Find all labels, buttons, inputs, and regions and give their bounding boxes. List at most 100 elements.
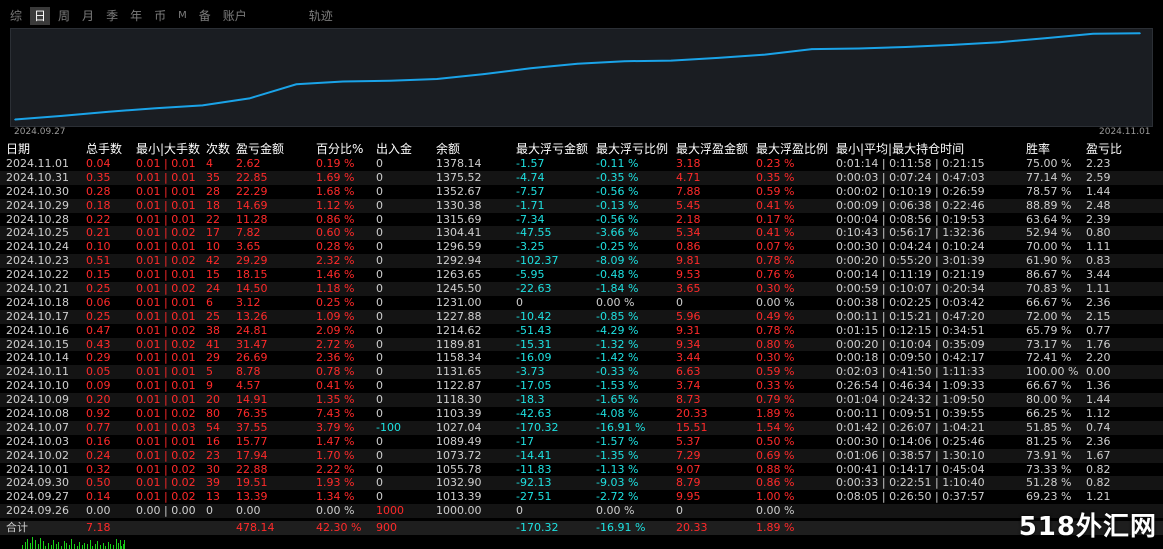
cell-max-float-profit: 3.74 <box>676 379 701 393</box>
equity-point-21 <box>998 41 1001 43</box>
cell-max-float-profit-pct: 0.33 % <box>756 379 795 393</box>
tab-daily[interactable]: 日 <box>30 7 51 25</box>
table-row[interactable]: 2024.10.31 0.35 0.01 | 0.01 35 22.85 1.69 % 0 1… <box>0 170 1163 185</box>
table-row[interactable]: 2024.10.14 0.29 0.01 | 0.01 29 26.69 2.36 % 0 1… <box>0 351 1163 365</box>
cell-max-float-loss: -7.57 <box>516 184 545 198</box>
table-row[interactable]: 2024.10.23 0.51 0.01 | 0.02 42 29.29 2.32 % 0 1… <box>0 254 1163 269</box>
header-hold-time[interactable]: 最小|平均|最大持仓时间 <box>836 142 965 156</box>
tab-overview[interactable]: 综 <box>10 9 23 23</box>
header-max-float-loss[interactable]: 最大浮亏金额 <box>516 142 589 156</box>
header-total-lots[interactable]: 总手数 <box>86 142 123 156</box>
table-row[interactable]: 2024.10.16 0.47 0.01 | 0.02 38 24.81 2.09 % 0 1… <box>0 324 1163 338</box>
equity-point-9 <box>436 78 438 80</box>
table-row[interactable]: 2024.09.26 0.00 0.00 | 0.00 0 0.00 0.00 % 1000… <box>0 504 1163 519</box>
header-max-float-profit-pct[interactable]: 最大浮盈比例 <box>756 142 829 156</box>
table-row[interactable]: 2024.10.10 0.09 0.01 | 0.01 9 4.57 0.41 % 0 112… <box>0 379 1163 393</box>
table-row[interactable]: 2024.09.27 0.14 0.01 | 0.02 13 13.39 1.34 % 0 1… <box>0 490 1163 504</box>
table-row[interactable]: 2024.10.11 0.05 0.01 | 0.01 5 8.78 0.78 % 0 113… <box>0 365 1163 380</box>
cell-trade-count: 13 <box>206 490 220 504</box>
cell-hold-time: 0:00:14 | 0:11:19 | 0:21:19 <box>836 268 985 282</box>
table-row[interactable]: 2024.10.01 0.32 0.01 | 0.02 30 22.88 2.22 % 0 1… <box>0 463 1163 477</box>
header-pnl-amount[interactable]: 盈亏金额 <box>236 142 285 156</box>
equity-point-15 <box>717 57 719 59</box>
table-row[interactable]: 2024.10.09 0.20 0.01 | 0.01 20 14.91 1.35 % 0 1… <box>0 393 1163 408</box>
tab-magic[interactable]: M <box>178 10 187 21</box>
cell-total-lots: 0.06 <box>86 295 111 309</box>
tab-quarterly[interactable]: 季 <box>106 9 119 23</box>
table-row[interactable]: 2024.10.30 0.28 0.01 | 0.01 28 22.29 1.68 % 0 1… <box>0 185 1163 199</box>
table-row[interactable]: 2024.10.24 0.10 0.01 | 0.01 10 3.65 0.28 % 0 12… <box>0 240 1163 254</box>
equity-curve-chart <box>10 28 1153 127</box>
cell-trade-count: 42 <box>206 254 220 268</box>
equity-point-6 <box>295 83 298 86</box>
table-row[interactable]: 2024.10.03 0.16 0.01 | 0.01 16 15.77 1.47 % 0 1… <box>0 435 1163 449</box>
tab-weekly[interactable]: 周 <box>58 9 71 23</box>
tab-notes[interactable]: 备 <box>198 9 211 23</box>
table-row[interactable]: 2024.10.08 0.92 0.01 | 0.02 80 76.35 7.43 % 0 1… <box>0 407 1163 421</box>
cell-win-rate: 52.94 % <box>1026 226 1072 240</box>
cell-pnl-percent: 1.69 % <box>316 170 355 184</box>
cell-hold-time: 0:00:20 | 0:55:20 | 3:01:39 <box>836 254 985 268</box>
tab-yearly[interactable]: 年 <box>130 9 143 23</box>
cell-total-lots: 0.25 <box>86 282 111 296</box>
cell-max-float-loss: -11.83 <box>516 462 552 476</box>
header-profit-factor[interactable]: 盈亏比 <box>1086 142 1123 156</box>
tab-account[interactable]: 账户 <box>222 9 247 23</box>
header-max-float-profit[interactable]: 最大浮盈金额 <box>676 142 749 156</box>
cell-balance: 1131.65 <box>436 365 482 379</box>
cell-profit-factor: 1.36 <box>1086 379 1111 393</box>
cell-max-float-profit-pct: 0.86 % <box>756 476 795 490</box>
table-row[interactable]: 2024.10.25 0.21 0.01 | 0.02 17 7.82 0.60 % 0 13… <box>0 226 1163 241</box>
header-min-max-lots[interactable]: 最小|大手数 <box>136 142 201 156</box>
cell-trade-count: 25 <box>206 309 220 323</box>
cell-date: 2024.10.03 <box>6 434 69 448</box>
table-row[interactable]: 2024.09.30 0.50 0.01 | 0.02 39 19.51 1.93 % 0 1… <box>0 476 1163 491</box>
cell-min-max-lots: 0.01 | 0.02 <box>136 254 196 268</box>
table-row[interactable]: 2024.10.17 0.25 0.01 | 0.01 25 13.26 1.09 % 0 1… <box>0 309 1163 324</box>
cell-total-lots: 0.18 <box>86 198 111 212</box>
cell-total-lots: 0.24 <box>86 448 111 462</box>
table-row[interactable]: 2024.11.01 0.04 0.01 | 0.01 4 2.62 0.19 % 0 137… <box>0 157 1163 171</box>
header-date[interactable]: 日期 <box>6 142 31 156</box>
equity-point-0 <box>14 118 16 121</box>
table-row[interactable]: 2024.10.02 0.24 0.01 | 0.02 23 17.94 1.70 % 0 1… <box>0 448 1163 463</box>
table-row[interactable]: 2024.10.15 0.43 0.01 | 0.02 41 31.47 2.72 % 0 1… <box>0 337 1163 352</box>
header-balance[interactable]: 余额 <box>436 142 461 156</box>
tab-trajectory[interactable]: 轨迹 <box>308 9 333 23</box>
header-win-rate[interactable]: 胜率 <box>1026 142 1051 156</box>
table-row[interactable]: 2024.10.21 0.25 0.01 | 0.02 24 14.50 1.18 % 0 1… <box>0 282 1163 296</box>
tab-monthly[interactable]: 月 <box>82 9 95 23</box>
cell-deposit-withdraw: 0 <box>376 295 383 309</box>
cell-min-max-lots: 0.01 | 0.02 <box>136 337 196 351</box>
indicator-bar <box>107 542 109 549</box>
cell-pnl-amount: 17.94 <box>236 448 268 462</box>
total-max-float-profit: 20.33 <box>676 521 708 534</box>
cell-pnl-percent: 0.19 % <box>316 157 355 170</box>
watermark: 518外汇网 <box>1018 512 1157 542</box>
cell-min-max-lots: 0.01 | 0.02 <box>136 490 196 504</box>
header-deposit-withdraw[interactable]: 出入金 <box>376 142 413 156</box>
cell-profit-factor: 2.39 <box>1086 212 1111 226</box>
cell-trade-count: 5 <box>206 365 213 379</box>
table-row[interactable]: 2024.10.18 0.06 0.01 | 0.01 6 3.12 0.25 % 0 123… <box>0 296 1163 310</box>
tab-symbol[interactable]: 币 <box>154 9 167 23</box>
cell-max-float-loss: -16.09 <box>516 351 552 365</box>
table-row[interactable]: 2024.10.29 0.18 0.01 | 0.01 18 14.69 1.12 % 0 1… <box>0 198 1163 213</box>
table-row[interactable]: 2024.10.22 0.15 0.01 | 0.01 15 18.15 1.46 % 0 1… <box>0 268 1163 282</box>
cell-win-rate: 80.00 % <box>1026 393 1072 407</box>
equity-point-3 <box>154 107 157 110</box>
cell-deposit-withdraw: 0 <box>376 157 383 170</box>
cell-hold-time: 0:00:11 | 0:15:21 | 0:47:20 <box>836 309 985 323</box>
cell-max-float-profit-pct: 0.50 % <box>756 434 795 448</box>
header-pnl-percent[interactable]: 百分比% <box>316 142 364 156</box>
indicator-bar <box>61 546 62 549</box>
cell-min-max-lots: 0.01 | 0.01 <box>136 157 196 170</box>
cell-date: 2024.10.09 <box>6 393 69 407</box>
header-trade-count[interactable]: 次数 <box>206 142 231 156</box>
table-row[interactable]: 2024.10.28 0.22 0.01 | 0.01 22 11.28 0.86 % 0 1… <box>0 213 1163 227</box>
table-row[interactable]: 2024.10.07 0.77 0.01 | 0.03 54 37.55 3.79 % -1… <box>0 420 1163 435</box>
cell-pnl-amount: 15.77 <box>236 434 268 448</box>
header-max-float-loss-pct[interactable]: 最大浮亏比例 <box>596 142 669 156</box>
cell-max-float-loss-pct: 0.00 % <box>596 504 635 518</box>
cell-win-rate: 81.25 % <box>1026 434 1072 448</box>
